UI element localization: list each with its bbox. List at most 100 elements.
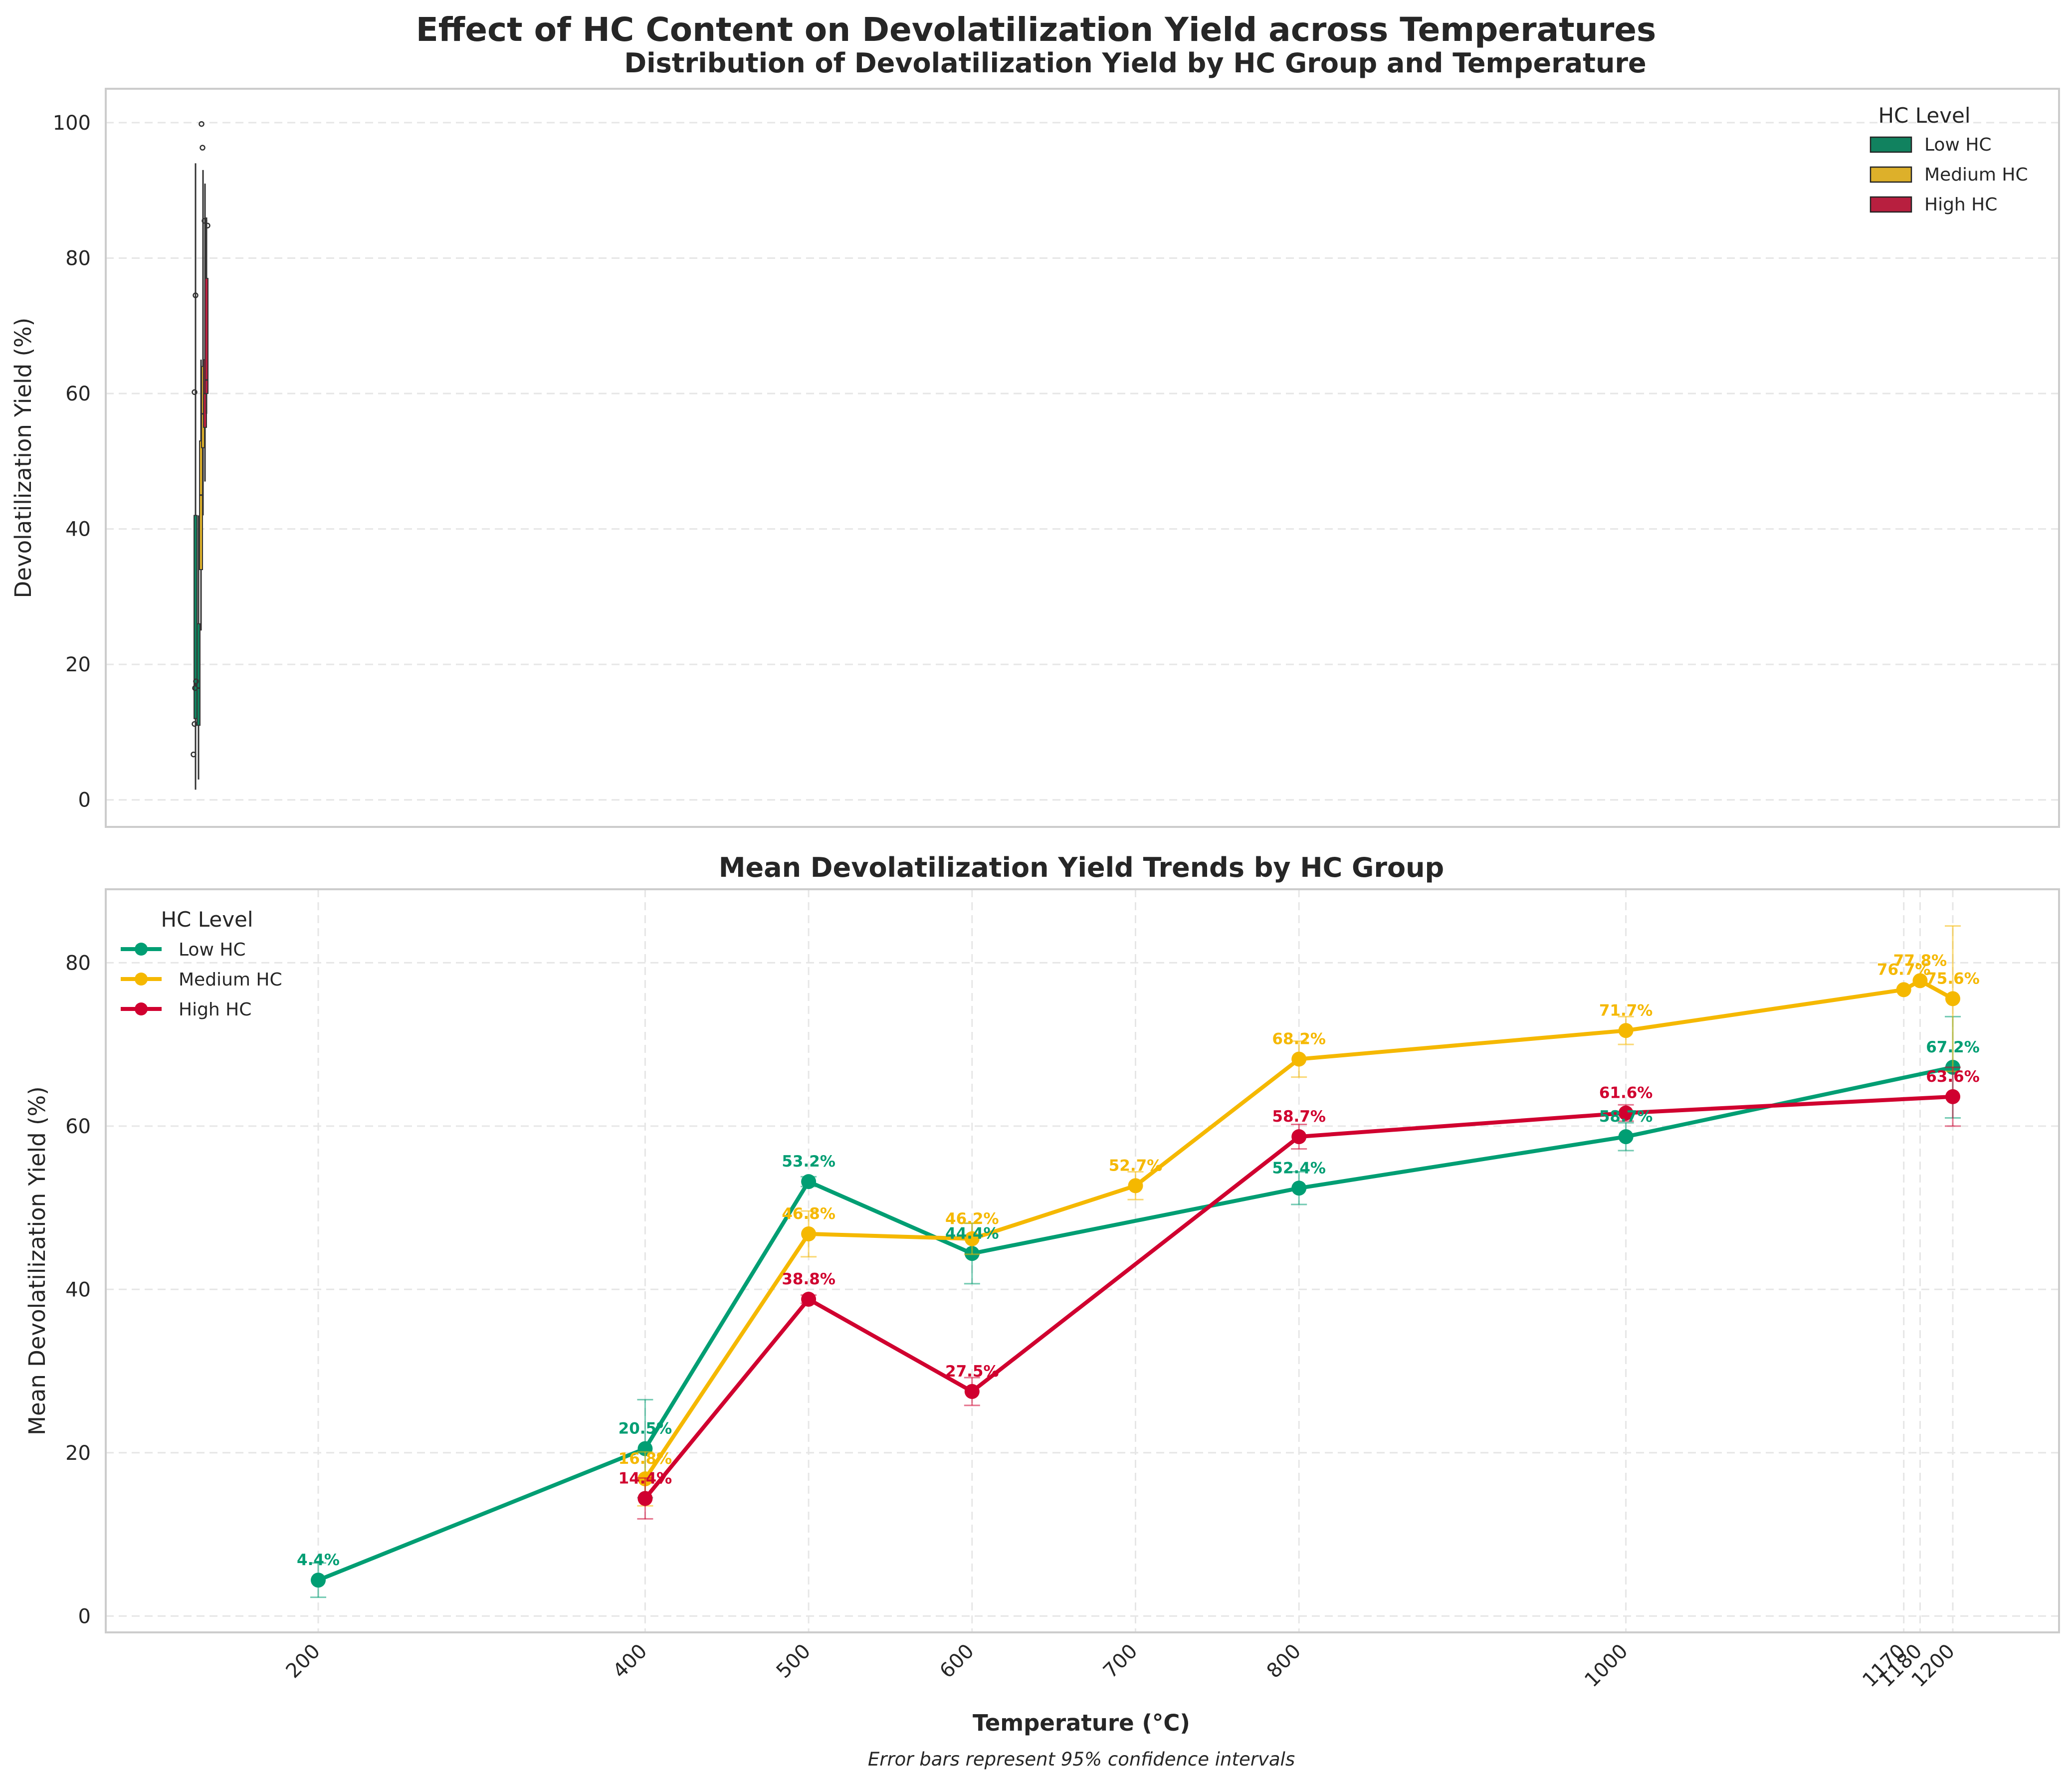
trend-y-tick-label: 40: [65, 1278, 91, 1301]
data-label: 27.5%: [945, 1363, 999, 1381]
boxplot-y-tick-label: 60: [65, 383, 91, 405]
data-point: [1128, 1178, 1143, 1193]
legend-swatch-low-hc: [1869, 136, 1912, 153]
series-medium-hc: [637, 925, 1961, 1507]
box-outlier: [193, 292, 199, 298]
legend-label-low-hc: Low HC: [1924, 135, 1992, 155]
box-body: [205, 278, 208, 395]
trend-legend: HC Level Low HC Medium HC High HC: [121, 907, 282, 1020]
data-label: 58.7%: [1599, 1108, 1653, 1126]
boxplot-grid: [106, 122, 2059, 801]
data-label: 58.7%: [1272, 1108, 1326, 1126]
data-label: 61.6%: [1599, 1084, 1653, 1102]
boxplot-panel: Distribution of Devolatilization Yield b…: [10, 47, 2060, 828]
legend-label-medium-hc: Medium HC: [1924, 165, 2028, 185]
trend-data-labels: 4.4% 20.5% 53.2% 44.4% 52.4% 58.7% 67.2% 16.8% 4…: [297, 952, 1980, 1569]
boxplot-legend: HC Level Low HC Medium HC High HC: [1869, 103, 2028, 215]
data-point: [1291, 1051, 1307, 1067]
data-label: 76.7%: [1877, 961, 1931, 979]
legend-marker-medium-hc: [135, 973, 148, 986]
data-label: 38.8%: [782, 1270, 835, 1288]
data-point: [1618, 1105, 1634, 1121]
boxplot-y-tick-label: 40: [65, 518, 91, 541]
data-point: [1291, 1181, 1307, 1196]
boxplot-y-axis-label: Devolatilization Yield (%): [10, 318, 36, 598]
series-high-hc: [637, 1066, 1961, 1520]
boxplot-frame: [105, 88, 2060, 828]
boxplot-y-ticks: 0 20 40 60 80 100: [53, 112, 91, 812]
trend-series: [310, 925, 1961, 1598]
data-label: 20.5%: [619, 1420, 672, 1438]
data-point: [311, 1573, 326, 1588]
trend-y-tick-label: 0: [78, 1605, 91, 1628]
data-label: 67.2%: [1926, 1038, 1980, 1056]
data-point: [1945, 991, 1960, 1006]
trend-y-tick-label: 60: [65, 1115, 91, 1138]
data-point: [964, 1231, 980, 1246]
figure-title: Effect of HC Content on Devolatilization…: [416, 10, 1657, 49]
box-body: [197, 623, 201, 726]
legend-marker-low-hc: [135, 943, 148, 956]
data-label: 46.8%: [782, 1205, 835, 1223]
boxplot-y-tick-label: 100: [53, 112, 91, 135]
legend-label-low-hc: Low HC: [179, 940, 246, 960]
footnote: Error bars represent 95% confidence inte…: [868, 1749, 1295, 1770]
trend-y-ticks: 0 20 40 60 80: [65, 952, 91, 1628]
data-point: [1896, 982, 1911, 997]
legend-label-medium-hc: Medium HC: [179, 970, 282, 990]
box-outlier: [200, 145, 206, 151]
box-outlier: [199, 121, 205, 127]
data-label: 53.2%: [782, 1153, 835, 1171]
box-outlier: [193, 678, 199, 684]
data-label: 46.2%: [945, 1210, 999, 1228]
trend-y-tick-label: 20: [65, 1442, 91, 1465]
data-point: [1291, 1129, 1307, 1145]
box-outlier: [191, 751, 197, 758]
data-point: [801, 1226, 817, 1241]
trend-y-tick-label: 80: [65, 952, 91, 975]
data-label: 63.6%: [1926, 1068, 1980, 1086]
data-point: [1618, 1129, 1634, 1145]
boxplot-outliers: [191, 121, 210, 758]
data-point: [1945, 1089, 1960, 1104]
data-label: 68.2%: [1272, 1030, 1326, 1048]
data-point: [801, 1174, 817, 1189]
box-outlier: [192, 389, 198, 396]
data-label: 52.7%: [1109, 1157, 1163, 1175]
trend-legend-title: HC Level: [161, 907, 253, 932]
box-body: [194, 515, 198, 719]
box-outlier: [202, 218, 207, 224]
boxplot-title: Distribution of Devolatilization Yield b…: [624, 47, 1646, 79]
boxplot-y-tick-label: 80: [65, 247, 91, 270]
trend-title: Mean Devolatilization Yield Trends by HC…: [719, 852, 1444, 883]
legend-label-high-hc: High HC: [1924, 195, 1997, 215]
boxplot-legend-title: HC Level: [1878, 103, 1970, 128]
box-outlier: [205, 222, 210, 229]
data-point: [637, 1491, 653, 1506]
series-line-high-hc: [643, 1094, 1953, 1500]
data-point: [801, 1291, 817, 1307]
legend-swatch-high-hc: [1869, 196, 1912, 213]
boxplot-y-tick-label: 0: [78, 789, 91, 812]
trend-y-axis-label: Mean Devolatilization Yield (%): [24, 1086, 50, 1435]
box-outlier: [192, 721, 198, 727]
data-label: 71.7%: [1599, 1001, 1653, 1019]
trend-x-axis-label: Temperature (°C): [973, 1710, 1190, 1736]
data-point: [1618, 1023, 1634, 1038]
box-outlier: [192, 685, 198, 691]
data-point: [964, 1384, 980, 1399]
data-label: 52.4%: [1272, 1159, 1326, 1177]
data-label: 4.4%: [297, 1551, 340, 1569]
legend-marker-high-hc: [135, 1002, 148, 1015]
legend-swatch-medium-hc: [1869, 166, 1912, 183]
legend-label-high-hc: High HC: [179, 999, 251, 1020]
trend-frame: [105, 888, 2060, 1633]
box-body: [199, 440, 203, 571]
data-label: 14.4%: [619, 1469, 672, 1487]
data-label: 75.6%: [1926, 970, 1980, 988]
data-label: 77.8%: [1893, 952, 1947, 970]
data-label: 16.8%: [619, 1450, 672, 1468]
data-label: 44.4%: [945, 1224, 999, 1242]
boxplot-y-tick-label: 20: [65, 653, 91, 676]
